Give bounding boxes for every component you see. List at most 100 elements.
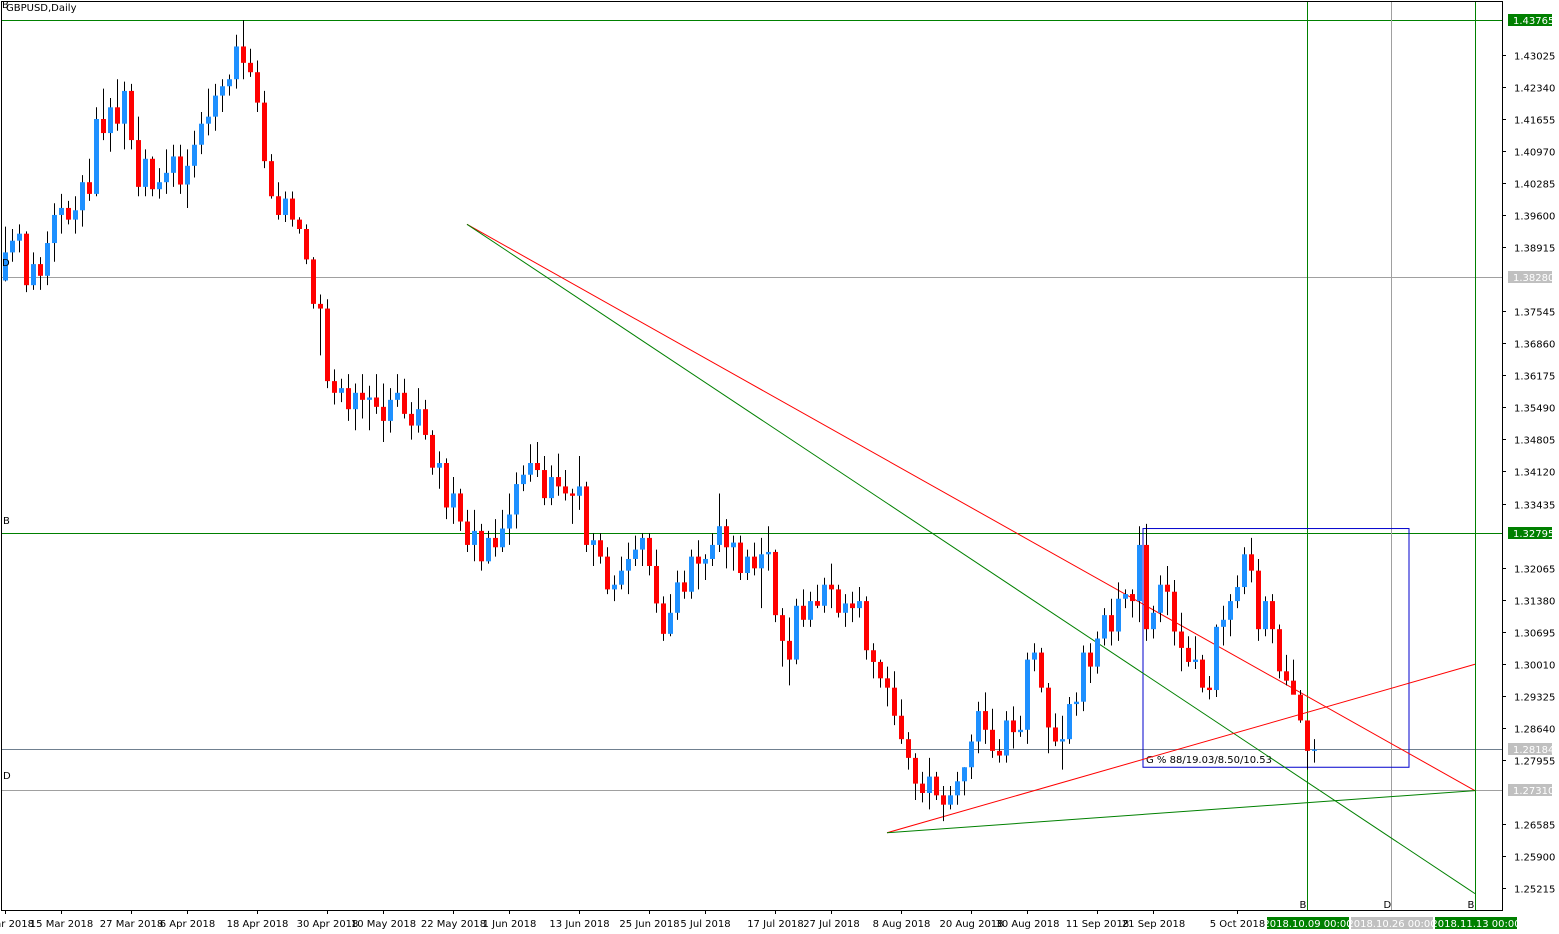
candle: [619, 556, 624, 590]
candle: [906, 732, 911, 770]
candle-body: [731, 542, 736, 548]
time-tag-text: 2018.11.13 00:00: [1431, 919, 1520, 930]
price-tag-text: 1.38280: [1513, 273, 1554, 284]
y-tick-label: 1.30695: [1514, 629, 1555, 640]
candle: [1263, 596, 1268, 637]
candle-body: [822, 584, 827, 606]
candle: [738, 535, 743, 581]
candle: [255, 60, 260, 112]
candle: [1074, 692, 1079, 716]
candle-body: [402, 392, 407, 414]
y-tick-label: 1.43025: [1514, 52, 1555, 63]
candle: [1256, 558, 1261, 641]
candle: [654, 549, 659, 613]
candle-body: [983, 711, 988, 730]
candle-body: [437, 463, 442, 468]
candle: [675, 570, 680, 620]
candle: [766, 526, 771, 571]
candle-body: [598, 540, 603, 557]
candle-body: [395, 392, 400, 400]
candle-body: [59, 207, 64, 215]
candle-body: [66, 207, 71, 220]
candle-body: [367, 397, 372, 400]
candle: [836, 584, 841, 618]
price-tag-text: 1.43765: [1513, 16, 1554, 27]
y-tick-label: 1.39600: [1514, 212, 1555, 223]
candle: [934, 771, 939, 801]
candle-body: [710, 544, 715, 559]
candle-body: [948, 795, 953, 805]
candle-body: [661, 603, 666, 634]
candle: [136, 116, 141, 197]
candle: [801, 589, 806, 627]
level-marker-low: D: [3, 771, 11, 782]
candle-body: [479, 530, 484, 562]
candle-body: [1242, 554, 1247, 588]
candle: [38, 257, 43, 290]
candle-body: [206, 116, 211, 124]
candle: [185, 149, 190, 208]
level-marker-top: B: [2, 0, 9, 11]
x-tick-label: 30 Apr 2018: [297, 919, 359, 930]
x-tick-label: 8 Aug 2018: [873, 919, 931, 930]
candle-body: [1011, 720, 1016, 733]
candle: [409, 402, 414, 440]
candle: [465, 509, 470, 552]
candle-body: [38, 264, 43, 276]
candle: [199, 111, 204, 155]
horizontal-levels: [2, 20, 1502, 791]
candle-body: [864, 601, 869, 651]
candle: [745, 549, 750, 581]
candle-body: [1270, 601, 1275, 630]
candle: [346, 374, 351, 421]
candle-body: [388, 399, 393, 421]
candle: [1235, 575, 1240, 609]
candle: [94, 107, 99, 197]
candle-body: [528, 463, 533, 475]
candle-body: [213, 95, 218, 117]
candle: [66, 200, 71, 225]
candle-body: [45, 243, 50, 276]
candle-body: [73, 210, 78, 220]
candle: [1018, 715, 1023, 737]
candle-body: [31, 264, 36, 286]
candle: [843, 594, 848, 627]
candle: [626, 542, 631, 595]
candle: [563, 470, 568, 501]
candle-body: [192, 144, 197, 166]
candle: [388, 388, 393, 433]
x-tick-label: 21 Sep 2018: [1122, 919, 1185, 930]
candle: [332, 369, 337, 405]
candle: [941, 785, 946, 822]
candle-body: [794, 605, 799, 660]
candle-body: [563, 486, 568, 494]
candle: [612, 575, 617, 602]
candle: [157, 168, 162, 199]
y-tick-label: 1.40285: [1514, 180, 1555, 191]
candle-body: [633, 549, 638, 559]
candle-body: [801, 605, 806, 620]
candle-body: [962, 767, 967, 782]
candle-body: [724, 526, 729, 548]
symbol-label: GBPUSD,Daily: [6, 3, 77, 14]
candle-body: [1249, 554, 1254, 571]
candle: [479, 523, 484, 571]
candle: [584, 481, 589, 552]
candle-body: [927, 776, 932, 793]
candle-body: [465, 521, 470, 545]
candle-body: [626, 558, 631, 571]
candle: [913, 753, 918, 801]
candle-body: [584, 486, 589, 545]
candle-body: [815, 601, 820, 606]
candle-body: [1130, 594, 1135, 602]
candle: [899, 699, 904, 744]
candle: [535, 441, 540, 478]
y-tick-label: 1.30010: [1514, 661, 1555, 672]
x-tick-label: 5 Jul 2018: [680, 919, 730, 930]
candle-body: [1256, 570, 1261, 630]
candle: [780, 608, 785, 667]
time-tag-bg: [1267, 917, 1349, 929]
candle-body: [675, 582, 680, 613]
candle: [689, 549, 694, 599]
